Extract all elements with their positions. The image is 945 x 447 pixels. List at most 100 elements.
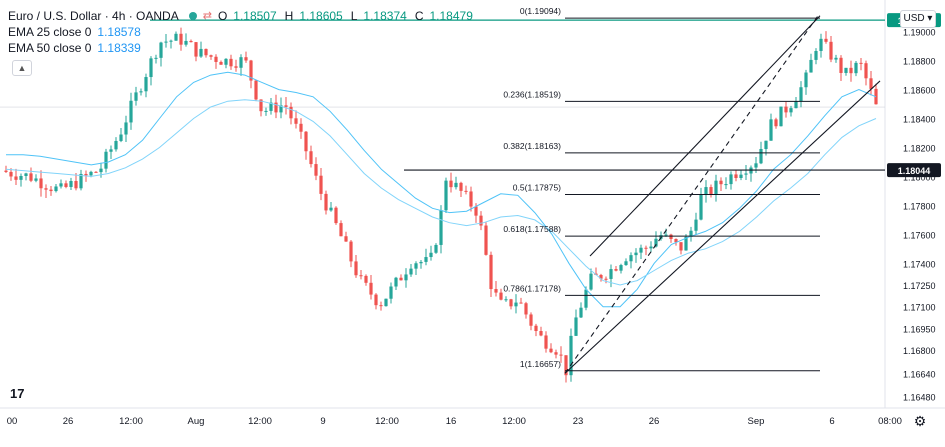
candle-body bbox=[94, 171, 98, 173]
candle-body bbox=[614, 269, 618, 271]
visibility-icon[interactable]: ⇄ bbox=[202, 10, 212, 22]
candle-body bbox=[69, 180, 73, 187]
candle-body bbox=[739, 174, 743, 179]
x-tick-label: 12:00 bbox=[502, 416, 526, 427]
candle-body bbox=[794, 101, 798, 109]
candle-body bbox=[119, 134, 123, 141]
candle-body bbox=[4, 170, 8, 172]
candle-body bbox=[204, 48, 208, 56]
y-tick-label: 1.17800 bbox=[903, 201, 936, 211]
x-tick-label: 12:00 bbox=[248, 416, 272, 427]
currency-selector[interactable]: USD ▾ bbox=[900, 10, 936, 28]
legend-ema25-row[interactable]: EMA 25 close 0 1.18578 bbox=[8, 24, 475, 40]
y-tick-label: 1.17600 bbox=[903, 230, 936, 240]
candle-body bbox=[454, 182, 458, 188]
candle-body bbox=[444, 180, 448, 211]
candle-body bbox=[494, 289, 498, 293]
candle-body bbox=[859, 62, 863, 64]
fib-level-label: 0(1.19094) bbox=[520, 6, 561, 16]
candle-body bbox=[219, 61, 223, 65]
candle-body bbox=[34, 178, 38, 181]
candle-body bbox=[149, 58, 153, 78]
channel-lower-line bbox=[564, 80, 881, 374]
candle-body bbox=[559, 354, 563, 356]
candle-body bbox=[694, 219, 698, 231]
status-dot-icon bbox=[188, 12, 197, 20]
candle-body bbox=[439, 210, 443, 245]
x-tick-label: 9 bbox=[320, 416, 325, 427]
candle-body bbox=[199, 48, 203, 57]
candle-body bbox=[764, 140, 768, 149]
x-tick-label: 12:00 bbox=[375, 416, 399, 427]
candle-body bbox=[414, 263, 418, 269]
candle-body bbox=[319, 175, 323, 194]
y-tick-label: 1.18400 bbox=[903, 115, 936, 125]
candle-body bbox=[379, 305, 383, 307]
ema50-line bbox=[5, 99, 877, 286]
candle-body bbox=[654, 238, 658, 247]
candle-body bbox=[574, 317, 578, 336]
candle-body bbox=[104, 151, 108, 169]
candle-body bbox=[134, 92, 138, 101]
candle-body bbox=[864, 63, 868, 79]
candle-body bbox=[234, 66, 238, 68]
gear-icon[interactable]: ⚙ bbox=[913, 413, 927, 429]
collapse-legend-button[interactable]: ▲ bbox=[12, 60, 32, 76]
legend-symbol-row: Euro / U.S. Dollar · 4h · OANDA ⇄ O 1.185… bbox=[8, 8, 475, 24]
candle-body bbox=[329, 207, 333, 211]
candle-body bbox=[839, 57, 843, 73]
candle-body bbox=[44, 188, 48, 190]
y-tick-label: 1.17100 bbox=[903, 303, 936, 313]
x-tick-label: 08:00 bbox=[878, 416, 902, 427]
tradingview-logo-icon: 17 bbox=[10, 386, 25, 401]
candle-body bbox=[514, 302, 518, 307]
candle-body bbox=[609, 269, 613, 279]
candle-body bbox=[604, 278, 608, 280]
x-tick-label: 00 bbox=[7, 416, 18, 427]
candle-body bbox=[824, 38, 828, 42]
candle-body bbox=[179, 33, 183, 45]
candle-body bbox=[599, 274, 603, 279]
channel-upper-line bbox=[589, 15, 821, 257]
candle-body bbox=[74, 180, 78, 189]
candle-body bbox=[324, 193, 328, 211]
candle-body bbox=[549, 348, 553, 353]
candle-body bbox=[354, 261, 358, 276]
legend-ema50-row[interactable]: EMA 50 close 0 1.18339 bbox=[8, 40, 475, 56]
candle-body bbox=[489, 254, 493, 290]
ohlc-close-value: 1.18479 bbox=[429, 9, 473, 23]
candle-body bbox=[424, 257, 428, 262]
candle-body bbox=[399, 277, 403, 281]
candle-body bbox=[534, 325, 538, 332]
ema25-value: 1.18578 bbox=[97, 25, 141, 39]
candle-body bbox=[664, 234, 668, 236]
y-tick-label: 1.18600 bbox=[903, 86, 936, 96]
symbol-title[interactable]: Euro / U.S. Dollar · 4h · OANDA bbox=[8, 9, 179, 23]
candle-body bbox=[209, 55, 213, 57]
candle-body bbox=[144, 77, 148, 92]
candle-body bbox=[174, 33, 178, 41]
candle-body bbox=[409, 268, 413, 275]
ohlc-high-label: H bbox=[284, 9, 294, 23]
y-tick-label: 1.17250 bbox=[903, 281, 936, 291]
candle-body bbox=[784, 106, 788, 113]
candle-body bbox=[529, 314, 533, 326]
candle-body bbox=[734, 174, 738, 179]
fib-level-label: 0.236(1.18519) bbox=[503, 89, 561, 99]
candle-body bbox=[154, 57, 158, 59]
candle-body bbox=[689, 230, 693, 237]
candle-body bbox=[139, 91, 143, 93]
y-tick-label: 1.16800 bbox=[903, 346, 936, 356]
candle-body bbox=[109, 149, 113, 152]
candle-body bbox=[819, 38, 823, 51]
candle-body bbox=[49, 189, 53, 192]
candle-body bbox=[789, 108, 793, 113]
candle-body bbox=[804, 72, 808, 88]
candle-body bbox=[229, 58, 233, 67]
x-tick-label: Sep bbox=[748, 416, 765, 427]
candle-body bbox=[349, 241, 353, 262]
candle-body bbox=[679, 242, 683, 251]
candle-body bbox=[289, 106, 293, 119]
